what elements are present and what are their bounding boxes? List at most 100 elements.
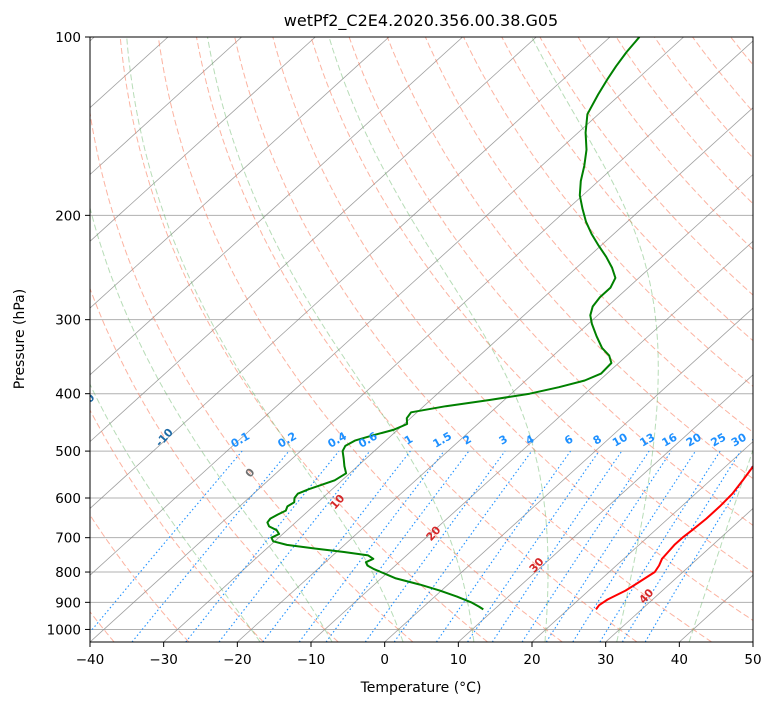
- dry-adiabat-label: -20: [75, 391, 98, 415]
- line-labels: 0.10.20.40.611.52346810131620253036-100-…: [75, 391, 753, 606]
- mixing-ratio-line: [599, 450, 721, 642]
- moist-adiabat-line: [90, 205, 333, 642]
- isotherm-line: [90, 37, 537, 443]
- chart-title: wetPf2_C2E4.2020.356.00.38.G05: [284, 11, 558, 31]
- mixing-ratio-line: [644, 463, 753, 642]
- dry-adiabat-lines: [90, 37, 775, 642]
- isotherm-line: [679, 574, 753, 642]
- mixing-ratio-label: 16: [660, 430, 680, 449]
- isotherm-line: [605, 507, 753, 642]
- isotherm-line: [90, 37, 684, 576]
- dry-adiabat-label: 40: [636, 586, 656, 606]
- dry-adiabat-line: [769, 37, 775, 642]
- moist-adiabat-line: [328, 37, 549, 642]
- x-tick-label: 10: [450, 652, 467, 668]
- moist-adiabat-line: [531, 37, 659, 642]
- isotherm-lines: [90, 37, 753, 642]
- y-tick-label: 800: [55, 565, 81, 581]
- mixing-ratio-label: 0.6: [356, 429, 380, 450]
- mixing-ratio-line: [435, 450, 572, 642]
- dewpoint-series-line: [266, 37, 641, 611]
- mixing-ratio-line: [545, 450, 672, 642]
- isotherm-line: [90, 37, 611, 509]
- x-tick-label: 50: [744, 652, 761, 668]
- x-tick-label: 0: [380, 652, 389, 668]
- mixing-ratio-line: [364, 450, 506, 642]
- mixing-ratio-lines: [90, 450, 753, 642]
- dry-adiabat-line: [692, 37, 753, 113]
- mixing-ratio-label: 0.2: [275, 430, 298, 451]
- dry-adiabat-line: [90, 408, 264, 642]
- grid-lines: [90, 37, 753, 630]
- y-tick-label: 500: [55, 444, 81, 460]
- y-tick-label: 700: [55, 531, 81, 547]
- y-tick-label: 100: [55, 30, 81, 46]
- dry-adiabat-label: -10: [153, 426, 176, 450]
- mixing-ratio-label: 20: [684, 430, 704, 449]
- isotherm-line: [90, 37, 316, 242]
- isotherm-line: [90, 37, 390, 309]
- mixing-ratio-line: [491, 450, 623, 642]
- plot-frame: [89, 36, 754, 643]
- mixing-ratio-line: [325, 450, 470, 642]
- x-tick-label: 20: [523, 652, 540, 668]
- isotherm-line: [458, 374, 753, 642]
- temperature-series-line: [595, 464, 753, 610]
- mixing-ratio-label: 3: [497, 433, 510, 448]
- mixing-ratio-label: 1.5: [431, 430, 454, 451]
- isotherm-line: [90, 37, 463, 376]
- dry-adiabat-line: [501, 37, 753, 342]
- mixing-ratio-line: [185, 450, 340, 642]
- y-tick-label: 400: [55, 387, 81, 403]
- isotherm-line: [90, 37, 242, 176]
- dry-adiabat-label: 10: [327, 492, 347, 512]
- dry-adiabat-label: 0: [243, 465, 258, 480]
- dry-adiabat-line: [119, 37, 488, 642]
- x-tick-label: 30: [597, 652, 614, 668]
- dry-adiabat-line: [90, 514, 190, 642]
- dry-adiabat-line: [348, 37, 753, 526]
- mixing-ratio-label: 6: [562, 432, 575, 447]
- mixing-ratio-line: [90, 450, 243, 633]
- isotherm-line: [752, 641, 753, 642]
- x-tick-label: −30: [149, 652, 178, 668]
- dry-adiabat-line: [90, 287, 339, 642]
- moist-adiabat-line: [688, 448, 753, 642]
- dry-adiabat-line: [196, 37, 638, 642]
- x-tick-label: −10: [297, 652, 326, 668]
- isotherm-line: [237, 173, 753, 642]
- sounding-series: [266, 37, 753, 611]
- mixing-ratio-label: 0.1: [229, 430, 252, 451]
- dry-adiabat-line: [424, 37, 753, 433]
- mixing-ratio-line: [621, 450, 742, 642]
- y-tick-label: 900: [55, 595, 81, 611]
- dry-adiabat-line: [90, 109, 414, 642]
- mixing-ratio-label: 30: [729, 430, 749, 449]
- mixing-ratio-line: [131, 450, 290, 642]
- y-tick-label: 200: [55, 208, 81, 224]
- mixing-ratio-line: [467, 450, 600, 642]
- mixing-ratio-line: [393, 450, 533, 642]
- y-tick-label: 600: [55, 491, 81, 507]
- dry-adiabat-line: [386, 37, 753, 480]
- plot-area: 0.10.20.40.611.52346810131620253036-100-…: [75, 37, 775, 642]
- dry-adiabat-line: [577, 37, 753, 251]
- mixing-ratio-label: 25: [709, 431, 729, 450]
- moist-adiabat-line: [90, 383, 261, 642]
- dry-adiabat-line: [310, 37, 753, 574]
- mixing-ratio-label: 1: [402, 433, 415, 448]
- isotherm-line: [90, 40, 753, 642]
- dry-adiabat-line: [653, 37, 753, 159]
- y-axis-ticks: 100 200 300 400 500 600 700 800 900 1000: [47, 30, 90, 638]
- dry-adiabat-line: [157, 37, 563, 642]
- mixing-ratio-line: [521, 450, 650, 642]
- mixing-ratio-label: 4: [523, 432, 536, 447]
- moist-adiabat-line: [207, 37, 475, 642]
- isotherm-line: [384, 307, 753, 642]
- y-tick-label: 300: [55, 313, 81, 329]
- dry-adiabat-line: [272, 37, 753, 622]
- x-tick-label: 40: [671, 652, 688, 668]
- x-axis-label: Temperature (°C): [360, 680, 482, 696]
- mixing-ratio-line: [298, 450, 445, 642]
